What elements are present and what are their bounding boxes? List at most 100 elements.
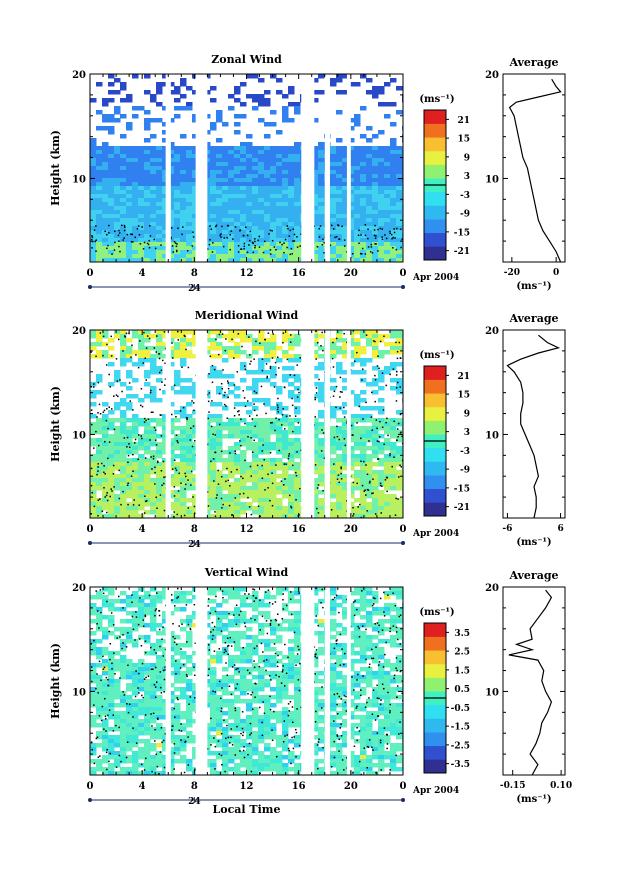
colorbar: (ms⁻¹) 21 15 9 3 -3 -9 -15 -21 [419, 94, 470, 261]
colorbar-swatch [424, 636, 446, 651]
colorbar-swatch [424, 704, 446, 719]
profile-title: Average [508, 56, 558, 69]
x-tick-label: 0 [87, 268, 94, 279]
panel-1: Meridional Wind 20 10 Height (km) 0 4 8 12 16 20 0… [49, 309, 566, 550]
y-tick-label: 10 [72, 430, 86, 441]
y-axis-label: Height (km) [49, 386, 62, 462]
data-gap [195, 74, 208, 262]
panel-2: Vertical Wind 20 10 Height (km) 0 4 8 12 16 20 0 24… [49, 566, 572, 816]
profile-x-label: (ms⁻¹) [516, 281, 551, 292]
colorbar-swatch [424, 461, 446, 476]
profile-x-label: (ms⁻¹) [516, 794, 551, 805]
colorbar-swatch [424, 447, 446, 462]
profile-frame [502, 586, 566, 776]
date-label: Apr 2004 [412, 273, 459, 283]
x-tick-label: 0 [87, 524, 94, 535]
colorbar-tick-label: 2.5 [454, 648, 470, 658]
profile-y-tick-label: 10 [485, 174, 499, 185]
colorbar-swatch [424, 488, 446, 503]
colorbar-swatch [424, 191, 446, 206]
data-gap [195, 330, 208, 518]
data-gap [195, 587, 208, 775]
colorbar-tick-label: 15 [457, 135, 470, 145]
profile-y-tick-label: 20 [485, 326, 499, 337]
heatmap-field [90, 330, 403, 518]
colorbar-tick-label: 15 [457, 391, 470, 401]
x-tick-label: 16 [292, 524, 306, 535]
colorbar-swatch [424, 137, 446, 152]
y-tick-label: 20 [72, 583, 86, 594]
data-gap [301, 330, 315, 518]
colorbar-swatch [424, 164, 446, 179]
y-axis-label: Height (km) [49, 130, 62, 206]
colorbar-tick-label: -3 [460, 191, 470, 201]
data-gap [324, 330, 330, 518]
profile-frame [502, 73, 566, 263]
colorbar-swatch [424, 406, 446, 421]
colorbar-tick-label: 9 [464, 153, 470, 163]
x-tick-label: 12 [240, 268, 254, 279]
colorbar-swatch [424, 232, 446, 247]
profile-x-tick-label: -0.15 [500, 781, 526, 791]
y-axis-label: Height (km) [49, 643, 62, 719]
colorbar-swatch [424, 650, 446, 665]
average-profile: Average 20 10 -0.15 0.10 (ms⁻¹) [485, 569, 572, 805]
profile-title: Average [508, 569, 558, 582]
profile-x-tick-label: 0.10 [550, 781, 572, 791]
colorbar-swatch [424, 623, 446, 637]
colorbar-swatch [424, 475, 446, 490]
date-label: Apr 2004 [412, 529, 459, 539]
colorbar-tick-label: 1.5 [454, 666, 470, 676]
colorbar-tick-label: -21 [454, 247, 470, 257]
panel-0: Zonal Wind 20 10 Height (km) 0 4 8 12 16 20 0 24 Apr… [49, 53, 566, 294]
x-tick-label: 4 [139, 781, 146, 792]
colorbar-swatch [424, 732, 446, 747]
colorbar-tick-label: -0.5 [451, 704, 470, 714]
heatmap-field [90, 587, 403, 775]
colorbar-tick-label: -3 [460, 447, 470, 457]
data-gap [165, 587, 171, 775]
x-tick-label: 8 [191, 524, 198, 535]
colorbar-unit: (ms⁻¹) [419, 607, 454, 618]
profile-line [508, 589, 553, 776]
profile-x-tick-label: 0 [553, 268, 559, 278]
y-tick-label: 20 [72, 70, 86, 81]
colorbar-swatch [424, 246, 446, 261]
average-profile: Average 20 10 -20 0(ms⁻¹) [485, 56, 566, 292]
date-label: Apr 2004 [412, 786, 459, 796]
profile-y-tick-label: 20 [485, 70, 499, 81]
x-tick-label: 0 [400, 524, 407, 535]
profile-y-tick-label: 10 [485, 687, 499, 698]
date-marker: 24 [188, 797, 201, 807]
profile-line [506, 334, 561, 519]
colorbar-tick-label: -3.5 [451, 760, 470, 770]
colorbar-tick-label: 21 [457, 372, 470, 382]
colorbar-swatch [424, 123, 446, 138]
colorbar-tick-label: 0.5 [454, 685, 470, 695]
colorbar-tick-label: 3 [464, 428, 470, 438]
x-tick-label: 16 [292, 781, 306, 792]
date-marker: 24 [188, 284, 201, 294]
data-gap [346, 74, 351, 262]
colorbar-tick-label: -2.5 [451, 741, 470, 751]
profile-x-tick-label: 6 [557, 524, 563, 534]
y-tick-label: 10 [72, 174, 86, 185]
data-gap [324, 587, 330, 775]
colorbar-swatch [424, 420, 446, 435]
colorbar-tick-label: -15 [454, 484, 470, 494]
colorbar-unit: (ms⁻¹) [419, 94, 454, 105]
colorbar-swatch [424, 759, 446, 774]
x-tick-label: 8 [191, 781, 198, 792]
colorbar-tick-label: -15 [454, 228, 470, 238]
data-gap [165, 74, 171, 262]
profile-x-tick-label: -6 [502, 524, 512, 534]
profile-x-tick-label: -20 [504, 268, 520, 278]
colorbar-swatch [424, 205, 446, 220]
y-tick-label: 20 [72, 326, 86, 337]
colorbar-swatch [424, 745, 446, 760]
x-tick-label: 12 [240, 524, 254, 535]
profile-line [508, 78, 562, 263]
colorbar-swatch [424, 663, 446, 678]
panel-title: Vertical Wind [204, 566, 289, 579]
